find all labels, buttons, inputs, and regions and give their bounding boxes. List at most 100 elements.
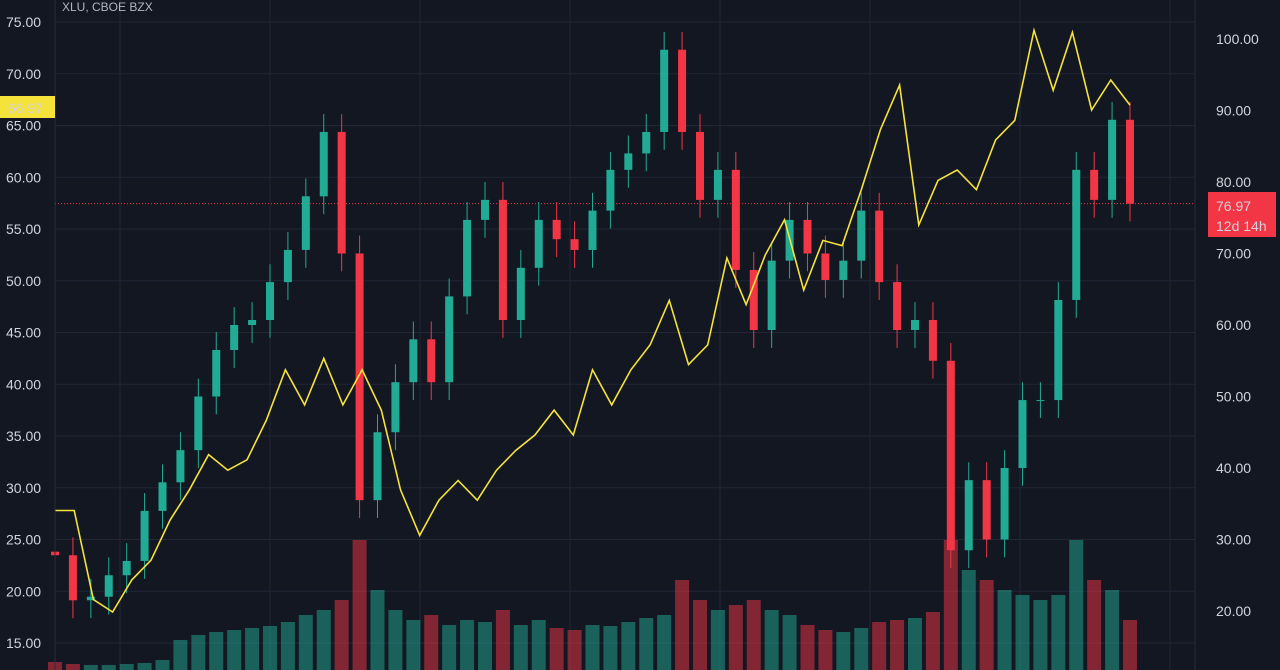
candle-body xyxy=(445,296,454,383)
candle-body xyxy=(373,432,382,501)
left-axis-tick: 55.00 xyxy=(6,221,41,237)
candle-body xyxy=(1108,119,1117,200)
volume-bar xyxy=(746,600,761,670)
grid xyxy=(55,0,1195,670)
candle-body xyxy=(1054,299,1063,401)
candle-body xyxy=(158,482,167,511)
left-axis-tick: 60.00 xyxy=(6,169,41,185)
volume-bar xyxy=(764,610,779,670)
volume-bar xyxy=(442,625,457,670)
candle-body xyxy=(1018,400,1027,468)
candle-body xyxy=(928,319,937,361)
candle-body xyxy=(534,219,543,268)
volume-bar xyxy=(1123,620,1137,670)
right-axis-tick: 50.00 xyxy=(1216,389,1251,405)
volume-bar xyxy=(1051,595,1066,670)
volume-bar xyxy=(800,625,815,670)
volume-bar xyxy=(119,664,134,670)
candle-body xyxy=(337,131,346,254)
volume-bar xyxy=(513,625,528,670)
candle-body xyxy=(588,210,597,250)
volume-bar xyxy=(693,600,707,670)
candle-body xyxy=(893,282,902,331)
volume-bar xyxy=(263,626,277,670)
volume-bar xyxy=(209,632,224,670)
symbol-title: XLU, CBOE BZX xyxy=(62,0,153,14)
candle-body xyxy=(516,267,525,320)
candle-body xyxy=(391,382,400,433)
candle-body xyxy=(839,260,848,280)
volume-bar xyxy=(352,540,367,670)
volume-bar xyxy=(227,630,242,670)
left-axis-tick: 45.00 xyxy=(6,325,41,341)
volume-bar xyxy=(854,628,869,670)
candle-body xyxy=(427,339,436,383)
candle-body xyxy=(68,555,77,601)
candle-body xyxy=(86,596,95,601)
volume-bar xyxy=(675,580,690,670)
volume-bar xyxy=(710,610,725,670)
candle-body xyxy=(624,153,633,170)
candle-body xyxy=(660,49,669,132)
right-axis-tick: 60.00 xyxy=(1216,317,1251,333)
volume-bar xyxy=(531,620,546,670)
candle-body xyxy=(1036,400,1045,402)
right-axis-tick: 100.00 xyxy=(1216,31,1259,47)
volume-bar xyxy=(1069,540,1084,670)
volume-bar xyxy=(495,610,510,670)
candle-body xyxy=(678,49,687,132)
candle-body xyxy=(355,253,364,501)
candle-body xyxy=(498,199,507,320)
volume-bar xyxy=(1087,580,1102,670)
right-last-value: 76.97 xyxy=(1216,198,1251,214)
right-axis-tick: 40.00 xyxy=(1216,460,1251,476)
volume-bar xyxy=(818,630,833,670)
volume-bar xyxy=(603,626,618,670)
volume-bar xyxy=(370,590,385,670)
right-axis-tick: 70.00 xyxy=(1216,246,1251,262)
left-axis-tick: 50.00 xyxy=(6,273,41,289)
volume-bar xyxy=(657,615,672,670)
volume-bar xyxy=(567,630,582,670)
volume-bar xyxy=(406,620,421,670)
candle-body xyxy=(570,239,579,250)
candle-body xyxy=(409,339,418,383)
volume-bar xyxy=(191,635,206,670)
candle-body xyxy=(857,210,866,261)
comparison-line xyxy=(55,27,1131,614)
candle-body xyxy=(283,249,292,283)
candle-body xyxy=(964,480,973,551)
volume-bar xyxy=(549,628,564,670)
candle-body xyxy=(1072,169,1081,300)
candle-body xyxy=(731,169,740,270)
right-last-value-marker: 76.97 12d 14h xyxy=(1208,192,1276,237)
volume-bar xyxy=(478,622,492,670)
volume-bar xyxy=(979,580,994,670)
volume-bar xyxy=(424,615,439,670)
candle-body xyxy=(122,560,131,576)
bar-countdown: 12d 14h xyxy=(1216,218,1267,234)
candle-body xyxy=(463,219,472,297)
left-axis-tick: 25.00 xyxy=(6,532,41,548)
volume-bar xyxy=(782,615,797,670)
right-axis-tick: 90.00 xyxy=(1216,103,1251,119)
volume-bar xyxy=(245,628,260,670)
candle-body xyxy=(749,269,758,331)
volume-bar xyxy=(1015,595,1030,670)
left-axis-tick: 35.00 xyxy=(6,428,41,444)
candles xyxy=(51,31,1134,619)
right-price-axis[interactable]: 100.00 90.00 80.00 70.00 60.00 50.00 40.00 30.0… xyxy=(1194,0,1259,670)
volume-bar xyxy=(890,620,905,670)
candle-body xyxy=(552,219,561,240)
volume-bar xyxy=(101,665,116,670)
candle-body xyxy=(946,360,955,551)
volume-bar xyxy=(137,663,152,670)
volume-bar xyxy=(334,600,349,670)
volume-bar xyxy=(1033,600,1048,670)
volume-bar xyxy=(65,664,80,670)
candle-body xyxy=(266,282,274,320)
candle-body xyxy=(713,169,722,200)
candle-body xyxy=(248,319,257,325)
candle-body xyxy=(606,169,615,211)
